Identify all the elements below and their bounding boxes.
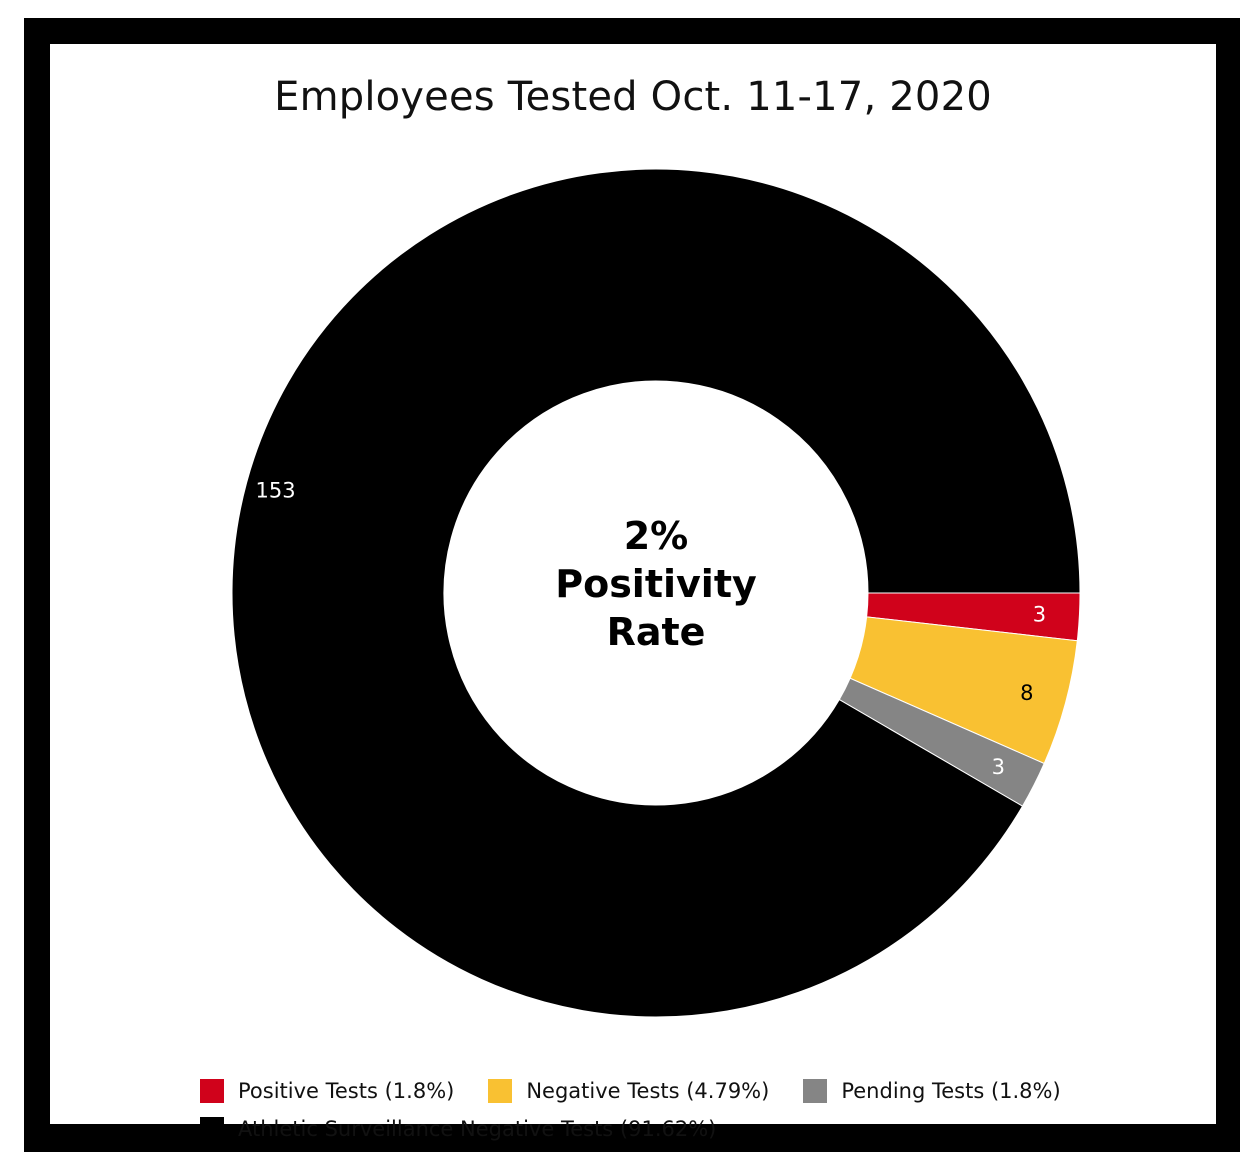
legend: Positive Tests (1.8%) Negative Tests (4.… — [200, 1072, 1160, 1148]
chart-panel: Employees Tested Oct. 11-17, 2020 3 8 3 153… — [50, 44, 1216, 1141]
legend-item-pending: Pending Tests (1.8%) — [803, 1079, 1061, 1103]
legend-label-positive: Positive Tests (1.8%) — [238, 1079, 455, 1103]
legend-swatch-positive — [200, 1079, 224, 1103]
slice-athletic — [231, 168, 1081, 1018]
chart-title: Employees Tested Oct. 11-17, 2020 — [274, 74, 992, 120]
data-label-positive: 3 — [1033, 603, 1046, 627]
legend-item-positive: Positive Tests (1.8%) — [200, 1079, 454, 1103]
legend-item-negative: Negative Tests (4.79%) — [488, 1079, 769, 1103]
legend-item-athletic: Athletic Surveillance Negative Tests (91… — [200, 1117, 716, 1141]
donut-chart: 3 8 3 153 2% Positivity Rate — [231, 168, 1081, 1018]
data-label-negative: 8 — [1020, 681, 1033, 705]
legend-row: Positive Tests (1.8%) Negative Tests (4.… — [200, 1072, 1160, 1110]
center-text-line-1: 2% — [624, 514, 689, 558]
chart-frame: Employees Tested Oct. 11-17, 2020 3 8 3 153… — [24, 18, 1240, 1152]
legend-label-negative: Negative Tests (4.79%) — [526, 1079, 770, 1103]
legend-label-pending: Pending Tests (1.8%) — [841, 1079, 1061, 1103]
center-text-line-3: Rate — [607, 610, 706, 654]
legend-row: Athletic Surveillance Negative Tests (91… — [200, 1110, 1160, 1148]
data-label-athletic: 153 — [256, 478, 296, 502]
legend-swatch-athletic — [200, 1117, 224, 1141]
legend-swatch-negative — [488, 1079, 513, 1103]
center-text-line-2: Positivity — [555, 562, 757, 606]
legend-swatch-pending — [803, 1079, 828, 1103]
legend-label-athletic: Athletic Surveillance Negative Tests (91… — [238, 1117, 717, 1141]
data-label-pending: 3 — [992, 755, 1005, 779]
